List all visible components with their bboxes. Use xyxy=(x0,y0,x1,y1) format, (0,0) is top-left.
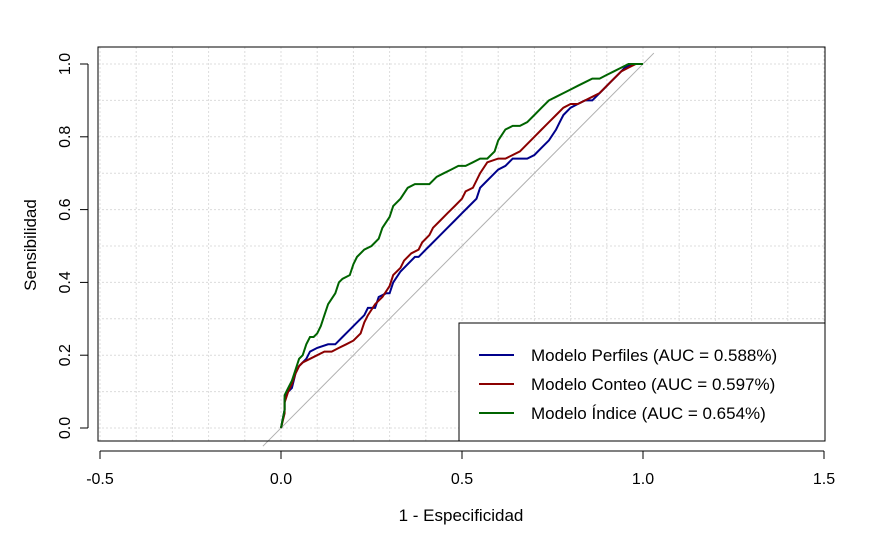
legend-label: Modelo Perfiles (AUC = 0.588%) xyxy=(531,346,777,365)
roc-curve-2 xyxy=(280,63,643,429)
y-tick-label: 0.8 xyxy=(57,126,74,148)
x-tick-label: 0.0 xyxy=(270,471,292,488)
x-tick-label: -0.5 xyxy=(86,471,114,488)
y-axis: 0.0 0.2 0.4 0.6 0.8 1.0 xyxy=(57,53,89,439)
y-tick-label: 0.4 xyxy=(57,271,74,293)
y-tick-label: 0.2 xyxy=(57,344,74,366)
legend-box xyxy=(458,322,826,442)
x-axis: -0.5 0.0 0.5 1.0 1.5 xyxy=(86,450,835,488)
y-tick-label: 1.0 xyxy=(57,53,74,75)
y-tick-label: 0.0 xyxy=(57,417,74,439)
x-tick-label: 1.5 xyxy=(813,471,835,488)
y-tick-label: 0.6 xyxy=(57,198,74,220)
x-axis-label: 1 - Especificidad xyxy=(399,506,524,525)
x-tick-label: 0.5 xyxy=(451,471,473,488)
y-axis-label: Sensibilidad xyxy=(21,199,40,291)
legend-label: Modelo Índice (AUC = 0.654%) xyxy=(531,404,766,423)
legend: Modelo Perfiles (AUC = 0.588%) Modelo Con… xyxy=(458,322,826,442)
reference-diagonal xyxy=(262,52,655,447)
series-group xyxy=(280,63,643,429)
legend-label: Modelo Conteo (AUC = 0.597%) xyxy=(531,375,775,394)
x-tick-label: 1.0 xyxy=(632,471,654,488)
roc-curve-3 xyxy=(280,63,643,429)
